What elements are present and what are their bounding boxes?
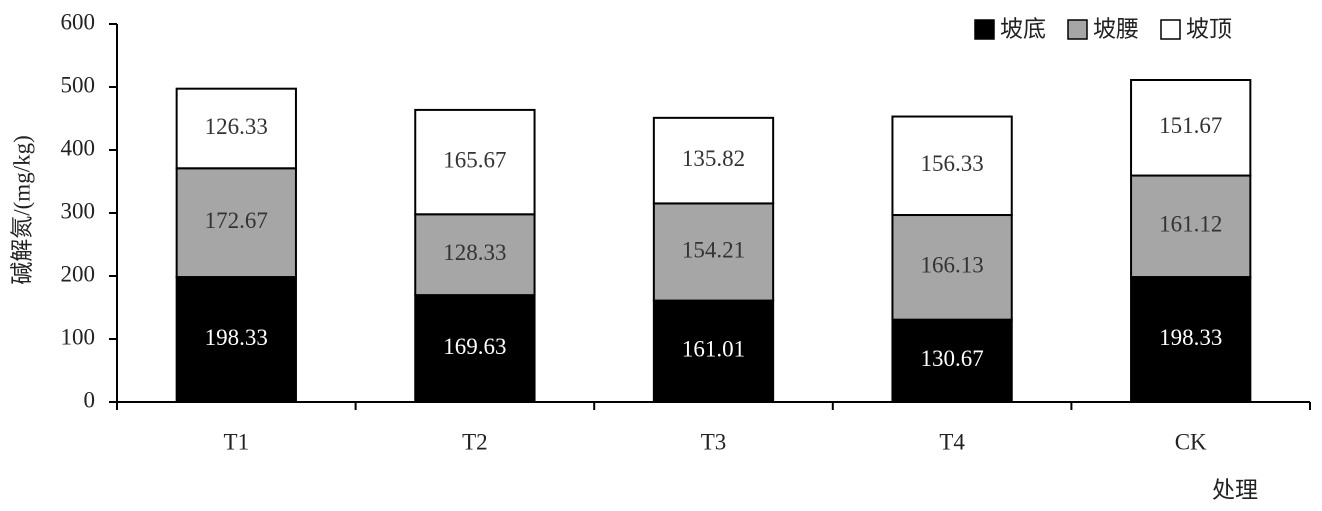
bar-segment — [891, 115, 1013, 217]
bar-segment — [414, 213, 536, 297]
x-tick-label: T2 — [462, 429, 488, 454]
bar-segment — [891, 318, 1013, 403]
bar-segment — [891, 214, 1013, 321]
y-tick-label: 500 — [61, 72, 96, 97]
value-label: 198.33 — [1159, 325, 1222, 350]
value-label: 198.33 — [205, 325, 268, 350]
y-tick-label: 0 — [84, 387, 96, 412]
value-label: 154.21 — [682, 237, 745, 262]
y-axis-label: 碱解氮/(mg/kg) — [9, 135, 34, 285]
legend-swatch — [974, 19, 995, 40]
legend-swatch — [1067, 19, 1088, 40]
value-label: 166.13 — [920, 253, 983, 278]
bar-segment — [652, 202, 775, 302]
value-label: 151.67 — [1159, 113, 1222, 138]
value-label: 128.33 — [443, 240, 506, 265]
y-tick-label: 100 — [61, 324, 96, 349]
bar-segment — [175, 167, 297, 279]
x-axis-label: 处理 — [1212, 477, 1258, 502]
legend-label: 坡顶 — [1186, 16, 1232, 41]
value-label: 126.33 — [205, 114, 268, 139]
legend-label: 坡腰 — [1093, 16, 1139, 41]
value-label: 172.67 — [205, 208, 268, 233]
value-label: 135.82 — [682, 146, 745, 171]
x-tick-label: T4 — [939, 429, 965, 454]
y-tick-label: 600 — [61, 9, 96, 34]
bar-segment — [414, 294, 536, 403]
legend-swatch — [1160, 19, 1181, 40]
x-tick-label: T1 — [224, 429, 250, 454]
bar-segment — [652, 299, 775, 403]
bar-segment — [1130, 174, 1252, 279]
value-label: 161.01 — [682, 337, 745, 362]
y-tick-label: 400 — [61, 135, 96, 160]
bar-segment — [652, 116, 775, 205]
bar-segment — [1130, 78, 1252, 177]
value-label: 130.67 — [920, 346, 983, 371]
x-tick-label: CK — [1175, 429, 1207, 454]
value-label: 156.33 — [920, 151, 983, 176]
bar-segment — [414, 108, 536, 216]
legend-label: 坡底 — [1000, 16, 1046, 41]
y-tick-label: 300 — [61, 198, 96, 223]
x-tick-label: T3 — [701, 429, 727, 454]
value-label: 165.67 — [443, 147, 506, 172]
y-tick-label: 200 — [61, 261, 96, 286]
value-label: 169.63 — [443, 334, 506, 359]
bar-segment — [175, 87, 297, 170]
value-label: 161.12 — [1159, 212, 1222, 237]
bar-segment — [1130, 276, 1252, 403]
